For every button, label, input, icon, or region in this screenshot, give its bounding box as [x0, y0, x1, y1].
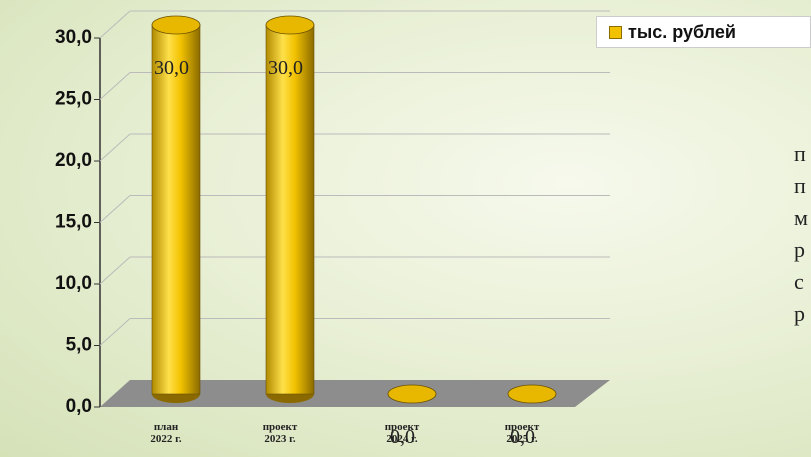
side-text-line: с — [794, 266, 808, 298]
y-tick-label: 20,0 — [55, 150, 92, 171]
side-text-line: п — [794, 170, 808, 202]
side-text-line: р — [794, 234, 808, 266]
x-tick-label: план 2022 г. — [126, 421, 206, 445]
y-tick-label: 15,0 — [55, 212, 92, 233]
y-tick-label: 0,0 — [66, 396, 92, 417]
side-text-line: р — [794, 298, 808, 330]
bar-body — [152, 25, 200, 394]
y-tick-label: 25,0 — [55, 89, 92, 110]
value-label: 30,0 — [154, 57, 189, 79]
grid-line — [100, 196, 130, 223]
y-tick-label: 5,0 — [66, 335, 92, 356]
grid-line — [100, 319, 130, 346]
side-text-line: п — [794, 138, 808, 170]
grid-line — [100, 73, 130, 100]
y-tick-label: 30,0 — [55, 27, 92, 48]
x-tick-label: проект 2024 г. — [362, 421, 442, 445]
bar — [508, 385, 556, 403]
legend-label: тыс. рублей — [628, 22, 736, 43]
legend: тыс. рублей — [596, 16, 811, 48]
grid-line — [100, 134, 130, 161]
x-tick-label: проект 2025 г. — [482, 421, 562, 445]
bar-top — [508, 385, 556, 403]
x-tick-label: проект 2023 г. — [240, 421, 320, 445]
bar-top — [152, 16, 200, 34]
grid-line — [100, 11, 130, 38]
bar — [388, 385, 436, 403]
value-label: 30,0 — [268, 57, 303, 79]
chart: 0,05,010,015,020,025,030,030,030,00,00,0 — [0, 0, 811, 457]
grid-line — [100, 257, 130, 284]
bar-top — [388, 385, 436, 403]
legend-swatch — [609, 26, 622, 39]
bar-body — [266, 25, 314, 394]
side-text-line: м — [794, 202, 808, 234]
bar-top — [266, 16, 314, 34]
page: {"chart_data": {"type": "bar3d", "legend… — [0, 0, 811, 457]
y-tick-label: 10,0 — [55, 273, 92, 294]
